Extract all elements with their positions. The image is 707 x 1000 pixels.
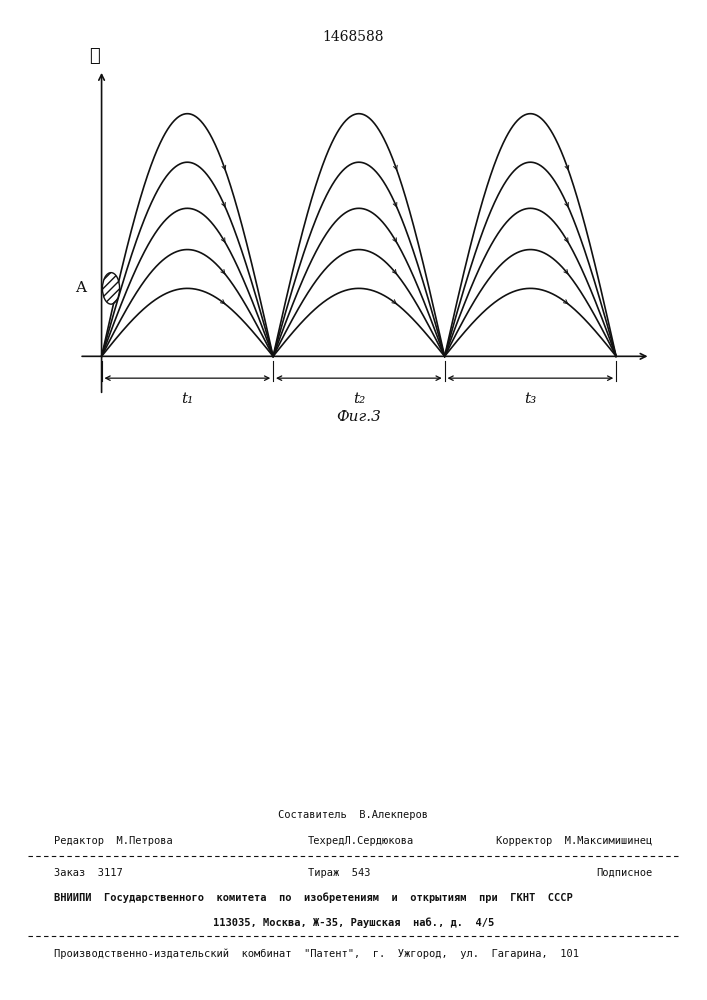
Text: Заказ  3117: Заказ 3117: [54, 868, 123, 878]
Text: 113035, Москва, Ж-35, Раушская  наб., д.  4/5: 113035, Москва, Ж-35, Раушская наб., д. …: [213, 917, 494, 928]
Text: Фиг.3: Фиг.3: [337, 410, 381, 424]
Text: t₂: t₂: [353, 392, 365, 406]
Text: Корректор  М.Максимишинец: Корректор М.Максимишинец: [496, 836, 653, 846]
Text: ТехредЛ.Сердюкова: ТехредЛ.Сердюкова: [308, 836, 414, 846]
Text: t₃: t₃: [525, 392, 537, 406]
Text: Тираж  543: Тираж 543: [308, 868, 370, 878]
Text: Редактор  М.Петрова: Редактор М.Петрова: [54, 836, 173, 846]
Text: Подписное: Подписное: [597, 868, 653, 878]
Text: 1468588: 1468588: [323, 30, 384, 44]
Text: t₁: t₁: [181, 392, 194, 406]
Ellipse shape: [103, 273, 119, 304]
Text: ВНИИПИ  Государственного  комитета  по  изобретениям  и  открытиям  при  ГКНТ  С: ВНИИПИ Государственного комитета по изоб…: [54, 893, 573, 903]
Text: ℓ: ℓ: [89, 47, 100, 65]
Text: A: A: [76, 281, 86, 295]
Text: Производственно-издательский  комбинат  "Патент",  г.  Ужгород,  ул.  Гагарина, : Производственно-издательский комбинат "П…: [54, 948, 579, 959]
Text: Составитель  В.Алекперов: Составитель В.Алекперов: [279, 810, 428, 820]
